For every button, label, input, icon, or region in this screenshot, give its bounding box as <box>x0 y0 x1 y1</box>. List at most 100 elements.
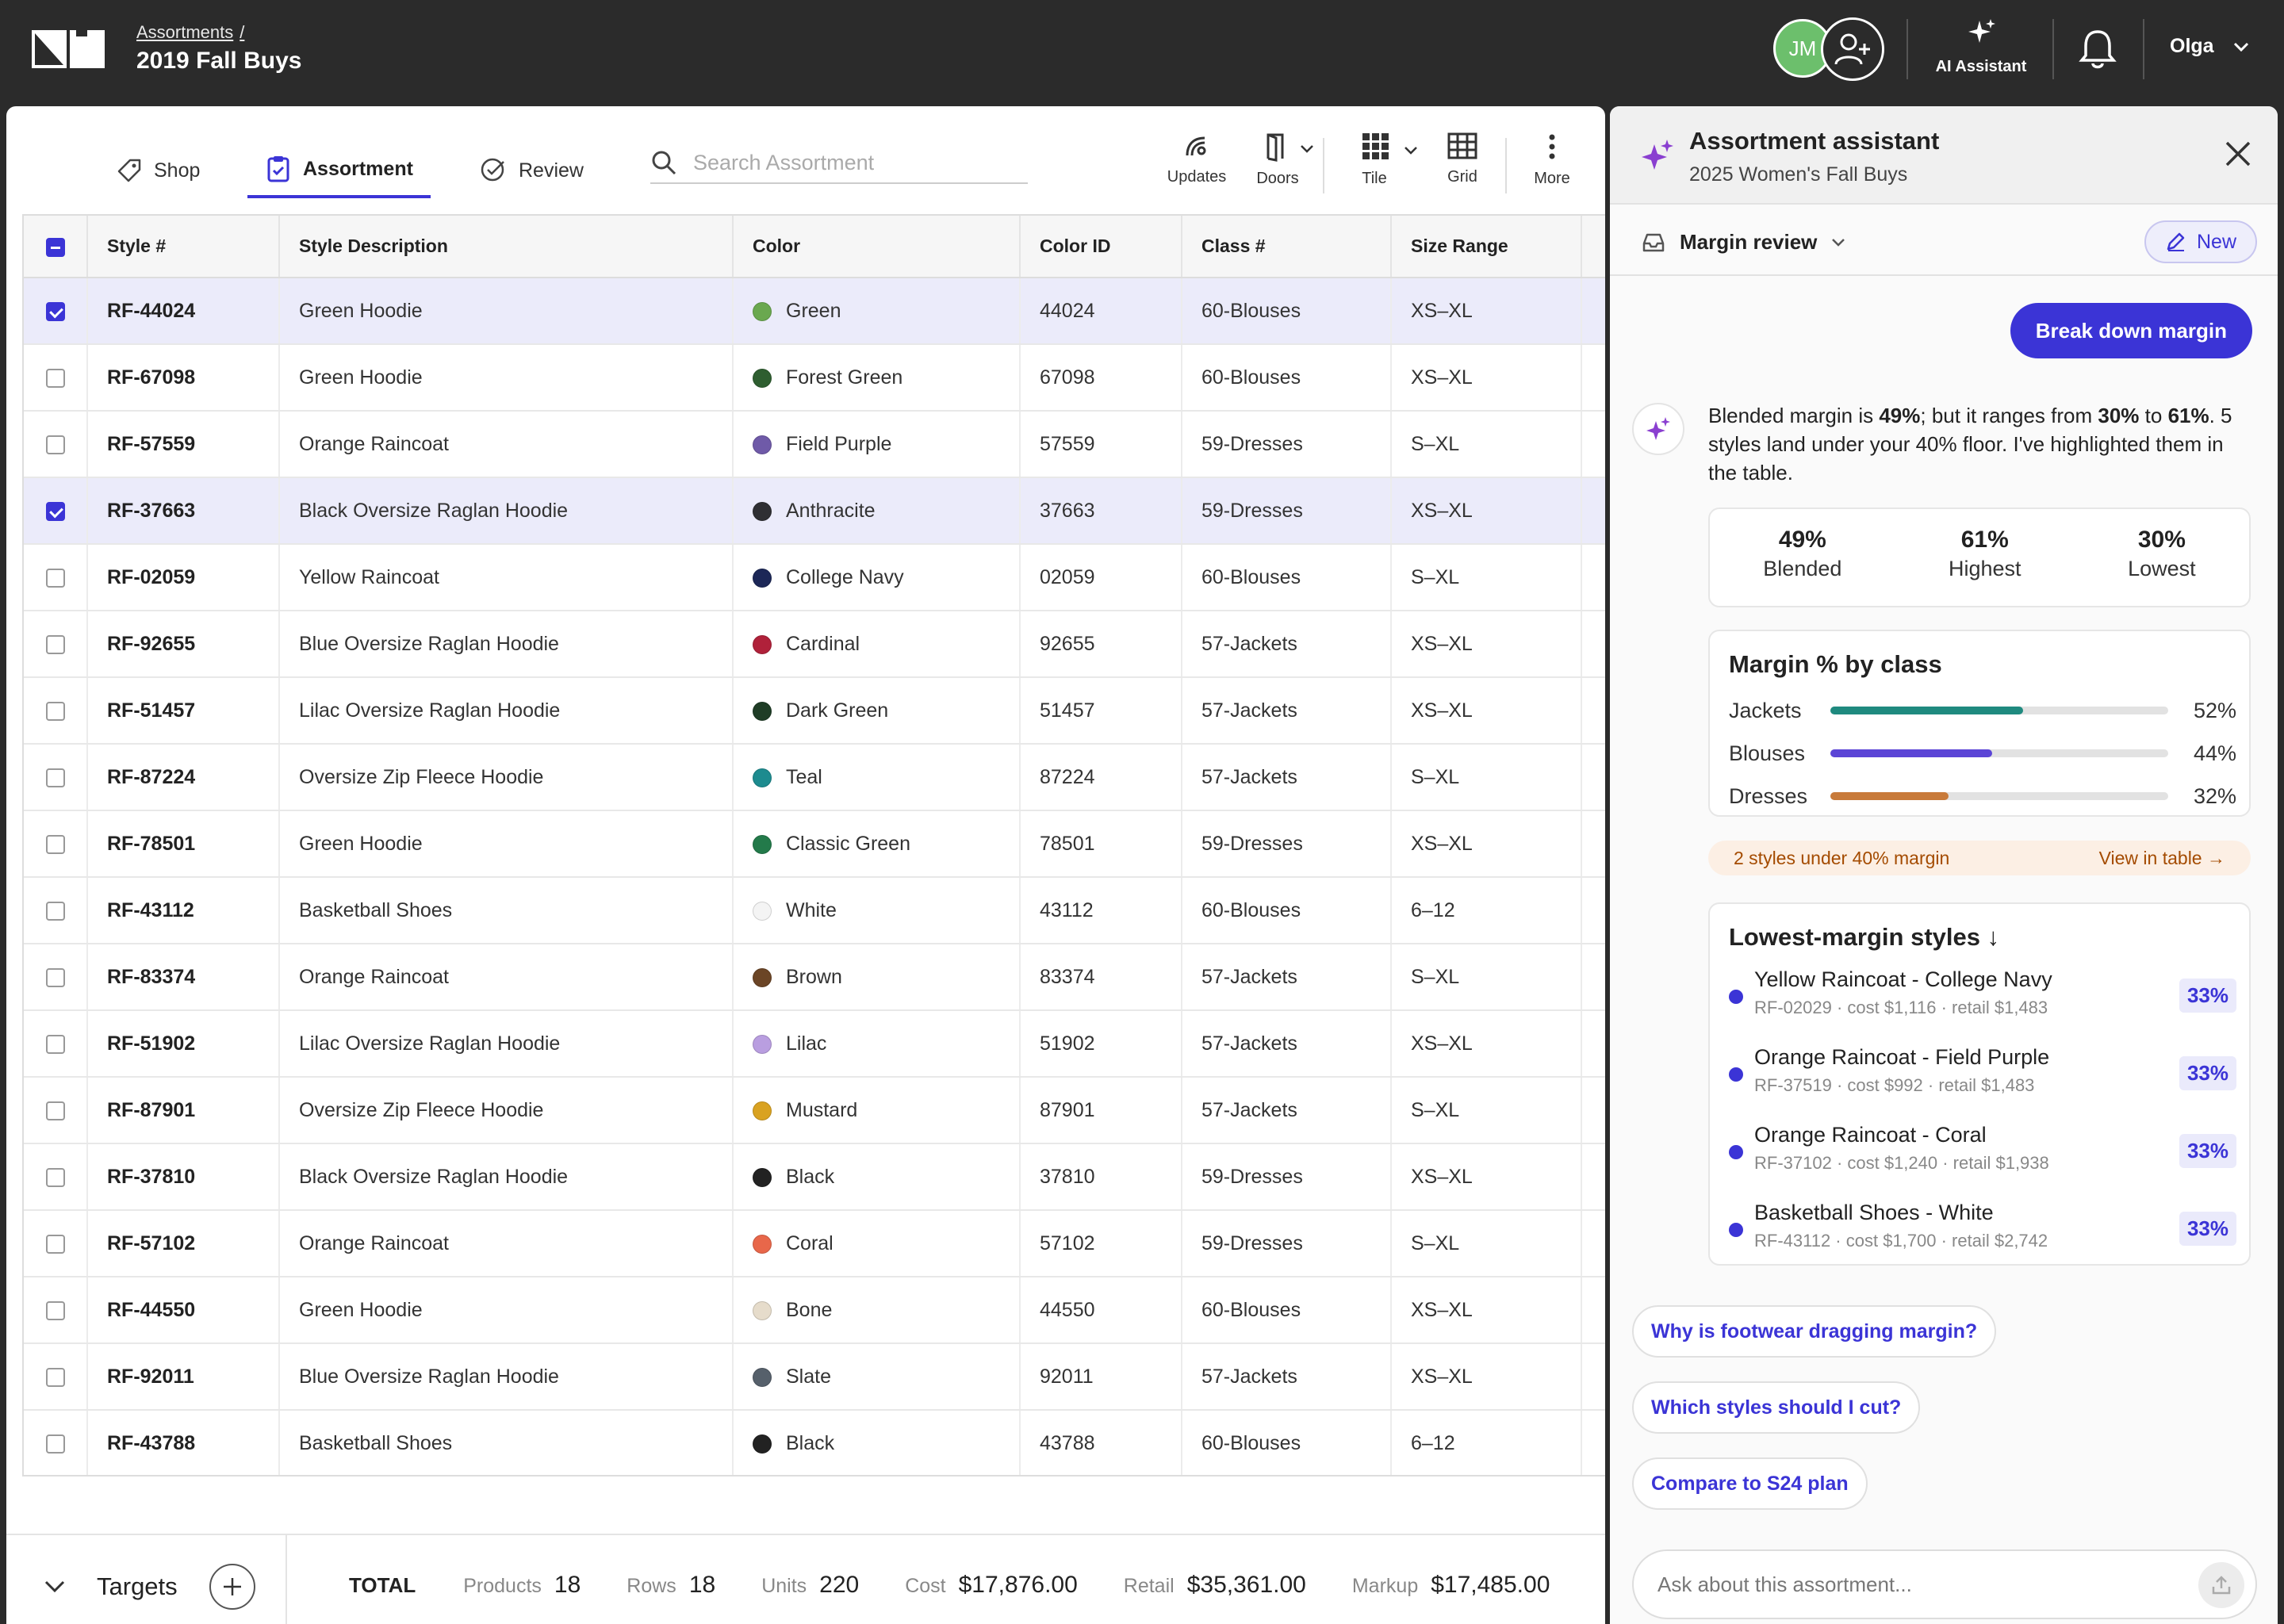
row-checkbox[interactable] <box>45 1101 65 1120</box>
color-cell[interactable]: Anthracite <box>733 477 1021 545</box>
style-number-cell[interactable]: RF-67098 <box>87 344 280 412</box>
class-cell[interactable]: 60-Blouses <box>1182 278 1392 345</box>
style-number-cell[interactable]: RF-51902 <box>87 1010 280 1078</box>
size-range-cell[interactable]: XS–XL <box>1391 344 1582 412</box>
doors-button[interactable]: Doors <box>1250 132 1329 188</box>
style-description-cell[interactable]: Basketball Shoes <box>279 1410 734 1475</box>
color-cell[interactable]: Coral <box>733 1210 1021 1277</box>
column-header[interactable]: Size Range <box>1391 216 1582 278</box>
column-header[interactable]: Color ID <box>1020 216 1182 278</box>
table-row[interactable]: RF-57102 Orange Raincoat Coral 57102 59-Dres… <box>24 1210 1605 1277</box>
table-row[interactable]: RF-87901 Oversize Zip Fleece Hoodie Mustar… <box>24 1077 1605 1144</box>
color-id-cell[interactable]: 92655 <box>1020 611 1182 678</box>
style-description-cell[interactable]: Black Oversize Raglan Hoodie <box>279 477 734 545</box>
table-row[interactable]: RF-83374 Orange Raincoat Brown 83374 57-Jack… <box>24 944 1605 1011</box>
style-description-cell[interactable]: Green Hoodie <box>279 810 734 878</box>
class-cell[interactable]: 59-Dresses <box>1182 1143 1392 1211</box>
conversation-selector[interactable]: Margin review <box>1642 230 1845 255</box>
breadcrumb[interactable]: Assortments / <box>136 22 244 43</box>
class-cell[interactable]: 60-Blouses <box>1182 344 1392 412</box>
style-description-cell[interactable]: Orange Raincoat <box>279 411 734 478</box>
color-cell[interactable]: Teal <box>733 744 1021 811</box>
size-range-cell[interactable]: XS–XL <box>1391 810 1582 878</box>
style-number-cell[interactable]: RF-92655 <box>87 611 280 678</box>
view-in-table-link[interactable]: View in table → <box>2098 847 2225 868</box>
style-description-cell[interactable]: Oversize Zip Fleece Hoodie <box>279 744 734 811</box>
size-range-cell[interactable]: 6–12 <box>1391 877 1582 944</box>
style-number-cell[interactable]: RF-57102 <box>87 1210 280 1277</box>
new-conversation-button[interactable]: New <box>2144 220 2257 263</box>
tile-button[interactable]: Tile <box>1351 132 1431 188</box>
suggestion-chip[interactable]: Why is footwear dragging margin? <box>1632 1305 1997 1358</box>
color-cell[interactable]: Field Purple <box>733 411 1021 478</box>
size-range-cell[interactable]: XS–XL <box>1391 677 1582 745</box>
row-checkbox[interactable] <box>45 1434 65 1454</box>
lowest-margin-item[interactable]: Basketball Shoes - White RF-43112 · cost … <box>1729 1201 2236 1264</box>
color-id-cell[interactable]: 67098 <box>1020 344 1182 412</box>
color-cell[interactable]: Green <box>733 278 1021 345</box>
style-number-cell[interactable]: RF-02059 <box>87 544 280 611</box>
style-description-cell[interactable]: Oversize Zip Fleece Hoodie <box>279 1077 734 1144</box>
table-row[interactable]: RF-67098 Green Hoodie Forest Green 67098 60-… <box>24 344 1605 412</box>
style-number-cell[interactable]: RF-83374 <box>87 944 280 1011</box>
size-range-cell[interactable]: 6–12 <box>1391 1410 1582 1475</box>
color-id-cell[interactable]: 37663 <box>1020 477 1182 545</box>
color-cell[interactable]: Cardinal <box>733 611 1021 678</box>
row-checkbox[interactable] <box>45 634 65 654</box>
class-cell[interactable]: 57-Jackets <box>1182 1077 1392 1144</box>
style-number-cell[interactable]: RF-78501 <box>87 810 280 878</box>
table-row[interactable]: RF-92655 Blue Oversize Raglan Hoodie Cardi… <box>24 611 1605 678</box>
class-cell[interactable]: 59-Dresses <box>1182 1210 1392 1277</box>
size-range-cell[interactable]: S–XL <box>1391 411 1582 478</box>
size-range-cell[interactable]: S–XL <box>1391 1077 1582 1144</box>
size-range-cell[interactable]: S–XL <box>1391 1210 1582 1277</box>
column-header[interactable]: Style Description <box>279 216 734 278</box>
color-id-cell[interactable]: 57102 <box>1020 1210 1182 1277</box>
color-id-cell[interactable]: 57559 <box>1020 411 1182 478</box>
add-target-button[interactable] <box>209 1564 255 1610</box>
color-id-cell[interactable]: 51457 <box>1020 677 1182 745</box>
logo-icon[interactable] <box>32 30 105 68</box>
color-cell[interactable]: White <box>733 877 1021 944</box>
table-row[interactable]: RF-57559 Orange Raincoat Field Purple 57559… <box>24 411 1605 478</box>
style-description-cell[interactable]: Orange Raincoat <box>279 1210 734 1277</box>
color-cell[interactable]: Brown <box>733 944 1021 1011</box>
size-range-cell[interactable]: S–XL <box>1391 544 1582 611</box>
style-number-cell[interactable]: RF-43112 <box>87 877 280 944</box>
class-cell[interactable]: 59-Dresses <box>1182 477 1392 545</box>
bell-icon[interactable] <box>2078 27 2117 70</box>
select-all-checkbox[interactable] <box>45 237 65 257</box>
table-row[interactable]: RF-43788 Basketball Shoes Black 43788 60-Blo… <box>24 1410 1605 1475</box>
class-cell[interactable]: 57-Jackets <box>1182 611 1392 678</box>
row-checkbox[interactable] <box>45 1367 65 1387</box>
row-checkbox[interactable] <box>45 768 65 787</box>
breadcrumb-link[interactable]: Assortments <box>136 22 234 42</box>
color-cell[interactable]: Bone <box>733 1277 1021 1344</box>
search-input[interactable] <box>693 150 1010 175</box>
color-id-cell[interactable]: 43112 <box>1020 877 1182 944</box>
class-cell[interactable]: 60-Blouses <box>1182 1277 1392 1344</box>
style-number-cell[interactable]: RF-92011 <box>87 1343 280 1411</box>
color-id-cell[interactable]: 83374 <box>1020 944 1182 1011</box>
row-checkbox[interactable] <box>45 967 65 987</box>
row-checkbox[interactable] <box>45 368 65 388</box>
class-cell[interactable]: 57-Jackets <box>1182 1343 1392 1411</box>
column-header[interactable]: Color <box>733 216 1021 278</box>
style-description-cell[interactable]: Blue Oversize Raglan Hoodie <box>279 611 734 678</box>
table-row[interactable]: RF-51457 Lilac Oversize Raglan Hoodie Dark… <box>24 677 1605 745</box>
table-row[interactable]: RF-92011 Blue Oversize Raglan Hoodie Slate… <box>24 1343 1605 1411</box>
table-row[interactable]: RF-43112 Basketball Shoes White 43112 60-Blo… <box>24 877 1605 944</box>
style-description-cell[interactable]: Lilac Oversize Raglan Hoodie <box>279 1010 734 1078</box>
style-number-cell[interactable]: RF-51457 <box>87 677 280 745</box>
class-cell[interactable]: 60-Blouses <box>1182 1410 1392 1475</box>
size-range-cell[interactable]: XS–XL <box>1391 278 1582 345</box>
style-number-cell[interactable]: RF-87901 <box>87 1077 280 1144</box>
more-button[interactable]: More <box>1524 132 1580 188</box>
class-cell[interactable]: 57-Jackets <box>1182 677 1392 745</box>
style-number-cell[interactable]: RF-87224 <box>87 744 280 811</box>
style-number-cell[interactable]: RF-57559 <box>87 411 280 478</box>
tab-assortment[interactable]: Assortment <box>247 143 431 198</box>
color-id-cell[interactable]: 87901 <box>1020 1077 1182 1144</box>
style-description-cell[interactable]: Green Hoodie <box>279 1277 734 1344</box>
size-range-cell[interactable]: XS–XL <box>1391 1143 1582 1211</box>
